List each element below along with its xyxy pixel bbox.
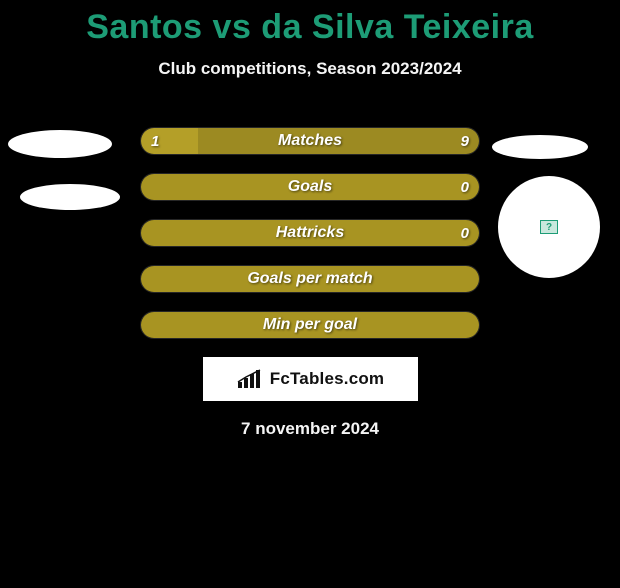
- bar-left-value: 1: [151, 128, 159, 154]
- bar-right-value: 0: [461, 220, 469, 246]
- bar-right-value: 0: [461, 174, 469, 200]
- right-player-shape-1: [492, 135, 588, 159]
- snapshot-date: 7 november 2024: [0, 419, 620, 439]
- left-player-shape-2: [20, 184, 120, 210]
- bar-left-segment: [141, 128, 198, 154]
- stat-bar: 19Matches: [140, 127, 480, 155]
- stat-bar: 0Goals: [140, 173, 480, 201]
- stat-bar: 0Hattricks: [140, 219, 480, 247]
- bar-right-segment: [141, 266, 479, 292]
- bar-right-segment: [198, 128, 479, 154]
- subtitle: Club competitions, Season 2023/2024: [0, 59, 620, 79]
- comparison-bars: 19Matches0Goals0HattricksGoals per match…: [140, 127, 480, 339]
- right-player-avatar: [498, 176, 600, 278]
- logo-text: FcTables.com: [270, 369, 385, 389]
- bar-right-segment: [141, 220, 479, 246]
- image-placeholder-icon: [540, 220, 558, 234]
- bar-right-segment: [141, 312, 479, 338]
- stat-bar: Goals per match: [140, 265, 480, 293]
- bar-right-value: 9: [461, 128, 469, 154]
- stat-bar: Min per goal: [140, 311, 480, 339]
- bar-right-segment: [141, 174, 479, 200]
- left-player-shape-1: [8, 130, 112, 158]
- site-logo[interactable]: FcTables.com: [203, 357, 418, 401]
- page-title: Santos vs da Silva Teixeira: [0, 8, 620, 47]
- logo-chart-icon: [236, 368, 264, 390]
